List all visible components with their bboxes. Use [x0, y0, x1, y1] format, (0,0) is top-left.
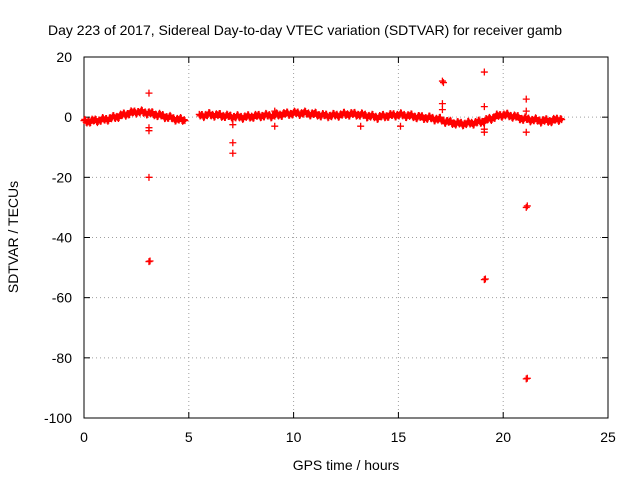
- outlier-point: [481, 275, 489, 283]
- y-tick-label: 20: [56, 49, 72, 65]
- chart-title: Day 223 of 2017, Sidereal Day-to-day VTE…: [48, 22, 562, 38]
- outlier-point: [229, 139, 237, 147]
- outlier-point: [480, 68, 488, 76]
- outlier-point: [145, 127, 153, 135]
- data-point: [181, 117, 189, 125]
- data-point: [557, 115, 565, 123]
- y-tick-label: 0: [64, 109, 72, 125]
- x-tick-label: 20: [495, 429, 511, 445]
- y-tick-label: -60: [52, 290, 72, 306]
- outlier-point: [438, 106, 446, 114]
- outlier-point: [229, 149, 237, 157]
- y-tick-label: -100: [44, 410, 72, 426]
- outlier-point: [439, 79, 447, 87]
- x-tick-label: 25: [600, 429, 616, 445]
- y-tick-label: -80: [52, 350, 72, 366]
- outlier-point: [522, 203, 530, 211]
- y-axis-title: SDTVAR / TECUs: [5, 181, 21, 293]
- outlier-point: [523, 374, 531, 382]
- y-tick-label: -40: [52, 230, 72, 246]
- data-point: [114, 114, 122, 122]
- x-tick-label: 15: [391, 429, 407, 445]
- outlier-point: [396, 122, 404, 130]
- outlier-point: [522, 128, 530, 136]
- tick-layer: 0 5 10 15 20 25 20 0 -20 -40 -60 -80 -100: [44, 49, 616, 445]
- outlier-point: [480, 128, 488, 136]
- outlier-point: [523, 202, 531, 210]
- point-layer: [80, 68, 566, 383]
- x-tick-label: 10: [286, 429, 302, 445]
- outlier-point: [229, 121, 237, 129]
- outlier-point: [146, 257, 154, 265]
- x-tick-label: 0: [80, 429, 88, 445]
- x-tick-label: 5: [185, 429, 193, 445]
- outlier-point: [438, 100, 446, 108]
- data-point: [558, 116, 566, 124]
- outlier-point: [438, 77, 446, 85]
- outlier-point: [271, 122, 279, 130]
- data-point: [180, 116, 188, 124]
- outlier-point: [271, 107, 279, 115]
- y-tick-label: -20: [52, 169, 72, 185]
- outlier-point: [522, 95, 530, 103]
- outlier-point: [480, 103, 488, 111]
- x-axis-title: GPS time / hours: [293, 457, 400, 473]
- outlier-point: [522, 107, 530, 115]
- outlier-point: [357, 122, 365, 130]
- outlier-point: [145, 173, 153, 181]
- outlier-point: [145, 89, 153, 97]
